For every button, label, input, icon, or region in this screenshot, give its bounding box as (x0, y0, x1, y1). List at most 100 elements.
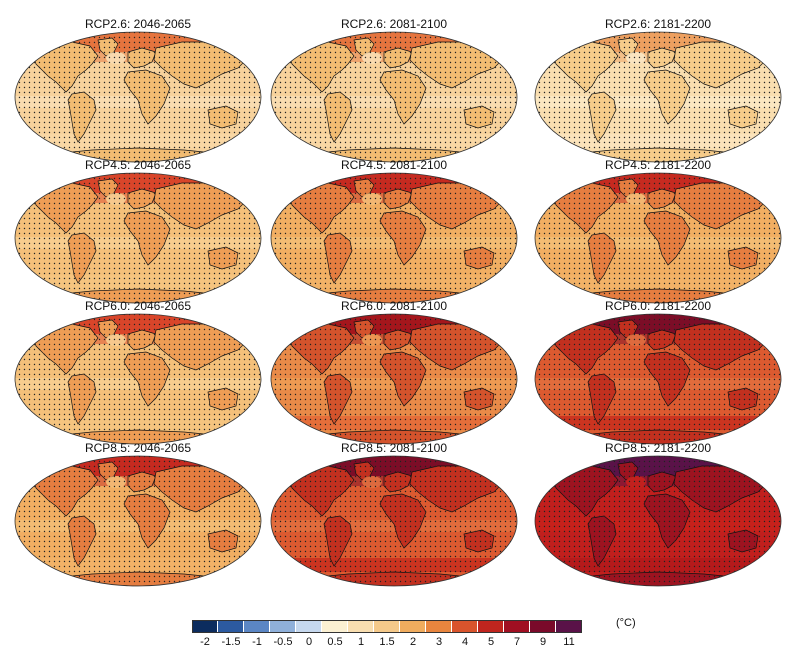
map-panel: RCP8.5: 2081-2100 (268, 436, 534, 594)
stippling-overlay (271, 32, 517, 162)
colorbar-cell (452, 620, 478, 633)
world-map (14, 313, 262, 445)
panel-title: RCP4.5: 2081-2100 (340, 158, 448, 172)
panel-title: RCP6.0: 2181-2200 (604, 299, 712, 313)
map-outline (270, 313, 518, 445)
panel-title: RCP8.5: 2081-2100 (340, 441, 448, 455)
colorbar-frame (192, 620, 582, 633)
map-outline (534, 31, 782, 163)
map-fill (535, 173, 781, 303)
panel-title: RCP2.6: 2081-2100 (340, 17, 448, 31)
colorbar-cell (478, 620, 504, 633)
map-outline (14, 172, 262, 304)
colorbar-cell (400, 620, 426, 633)
colorbar-tick-label: -0.5 (273, 636, 293, 648)
map-fill (535, 314, 781, 444)
stippling-overlay (15, 32, 261, 162)
map-outline (534, 172, 782, 304)
colorbar-tick-label: 2 (409, 636, 417, 648)
map-fill (271, 456, 517, 586)
map-panel: RCP4.5: 2181-2200 (532, 153, 798, 311)
map-outline (534, 313, 782, 445)
world-map (534, 31, 782, 163)
colorbar-cell (504, 620, 530, 633)
panel-title: RCP2.6: 2181-2200 (604, 17, 712, 31)
world-map (270, 31, 518, 163)
map-panel: RCP8.5: 2181-2200 (532, 436, 798, 594)
colorbar-cell (322, 620, 348, 633)
panel-title: RCP6.0: 2081-2100 (340, 299, 448, 313)
map-fill (535, 456, 781, 586)
stippling-overlay (271, 456, 517, 586)
map-panel: RCP6.0: 2081-2100 (268, 294, 534, 452)
panel-title: RCP4.5: 2046-2065 (84, 158, 192, 172)
map-panel: RCP2.6: 2181-2200 (532, 12, 798, 170)
colorbar-tick-label: 0.5 (327, 636, 343, 648)
panel-title: RCP4.5: 2181-2200 (604, 158, 712, 172)
colorbar-cell (374, 620, 400, 633)
stippling-overlay (535, 314, 781, 444)
map-fill (271, 314, 517, 444)
panel-title: RCP2.6: 2046-2065 (84, 17, 192, 31)
world-map (270, 455, 518, 587)
map-panel: RCP6.0: 2181-2200 (532, 294, 798, 452)
map-panel: RCP4.5: 2046-2065 (12, 153, 278, 311)
stippling-overlay (271, 314, 517, 444)
map-outline (14, 455, 262, 587)
stippling-overlay (535, 456, 781, 586)
world-map (14, 455, 262, 587)
panel-title: RCP8.5: 2046-2065 (84, 441, 192, 455)
colorbar-cell (530, 620, 556, 633)
colorbar-tick-label: 7 (513, 636, 521, 648)
map-outline (270, 455, 518, 587)
world-map (534, 313, 782, 445)
colorbar-tick-label: 1 (357, 636, 365, 648)
map-outline (270, 172, 518, 304)
colorbar-tick-label: 0 (305, 636, 313, 648)
map-panel: RCP6.0: 2046-2065 (12, 294, 278, 452)
map-panel: RCP2.6: 2081-2100 (268, 12, 534, 170)
stippling-overlay (535, 173, 781, 303)
colorbar-tick-label: -2 (200, 636, 210, 648)
map-fill (15, 32, 261, 162)
map-outline (14, 313, 262, 445)
stippling-overlay (15, 173, 261, 303)
map-panel: RCP4.5: 2081-2100 (268, 153, 534, 311)
world-map (270, 172, 518, 304)
world-map (534, 455, 782, 587)
colorbar-cell (218, 620, 244, 633)
colorbar-tick-label: 1.5 (379, 636, 395, 648)
colorbar-tick-label: 5 (487, 636, 495, 648)
map-outline (14, 31, 262, 163)
colorbar-tick-label: 11 (563, 636, 575, 648)
world-map (14, 31, 262, 163)
world-map (270, 313, 518, 445)
colorbar-tick-label: -1 (252, 636, 262, 648)
colorbar-cell (244, 620, 270, 633)
colorbar-cell (348, 620, 374, 633)
map-fill (15, 173, 261, 303)
stippling-overlay (535, 32, 781, 162)
map-fill (271, 32, 517, 162)
map-fill (535, 32, 781, 162)
map-panel: RCP8.5: 2046-2065 (12, 436, 278, 594)
map-fill (271, 173, 517, 303)
stippling-overlay (15, 314, 261, 444)
colorbar-cell (270, 620, 296, 633)
map-outline (534, 455, 782, 587)
colorbar-cell (296, 620, 322, 633)
map-panel: RCP2.6: 2046-2065 (12, 12, 278, 170)
map-outline (270, 31, 518, 163)
stippling-overlay (271, 173, 517, 303)
colorbar-tick-label: 3 (435, 636, 443, 648)
colorbar-unit: (°C) (616, 617, 636, 629)
colorbar-cell (426, 620, 452, 633)
stippling-overlay (15, 456, 261, 586)
colorbar-cell (192, 620, 218, 633)
map-fill (15, 456, 261, 586)
panel-title: RCP6.0: 2046-2065 (84, 299, 192, 313)
colorbar-tick-label: 4 (461, 636, 469, 648)
colorbar-tick-label: -1.5 (221, 636, 241, 648)
colorbar-tick-label: 9 (539, 636, 547, 648)
